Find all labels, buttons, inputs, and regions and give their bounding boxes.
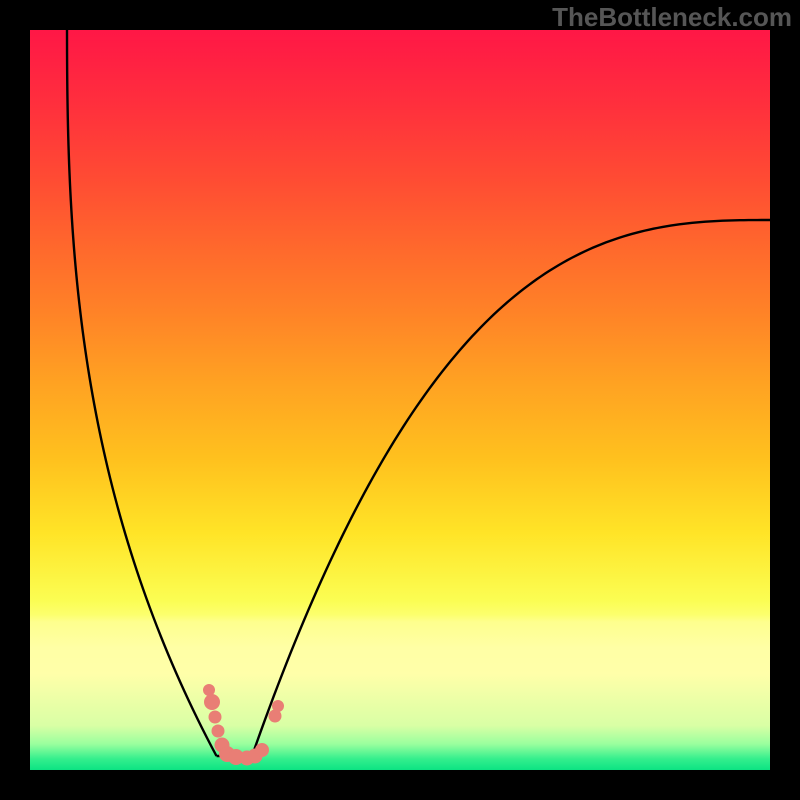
chart-frame: TheBottleneck.com bbox=[0, 0, 800, 800]
data-marker bbox=[256, 744, 269, 757]
data-marker bbox=[209, 711, 221, 723]
chart-svg bbox=[0, 0, 800, 800]
plot-background bbox=[30, 30, 770, 770]
data-marker bbox=[205, 695, 220, 710]
data-marker bbox=[204, 685, 215, 696]
watermark-text: TheBottleneck.com bbox=[552, 2, 792, 33]
data-marker bbox=[212, 725, 224, 737]
data-marker bbox=[273, 701, 284, 712]
